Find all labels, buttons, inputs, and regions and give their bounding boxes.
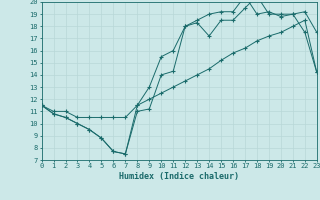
X-axis label: Humidex (Indice chaleur): Humidex (Indice chaleur) bbox=[119, 172, 239, 181]
